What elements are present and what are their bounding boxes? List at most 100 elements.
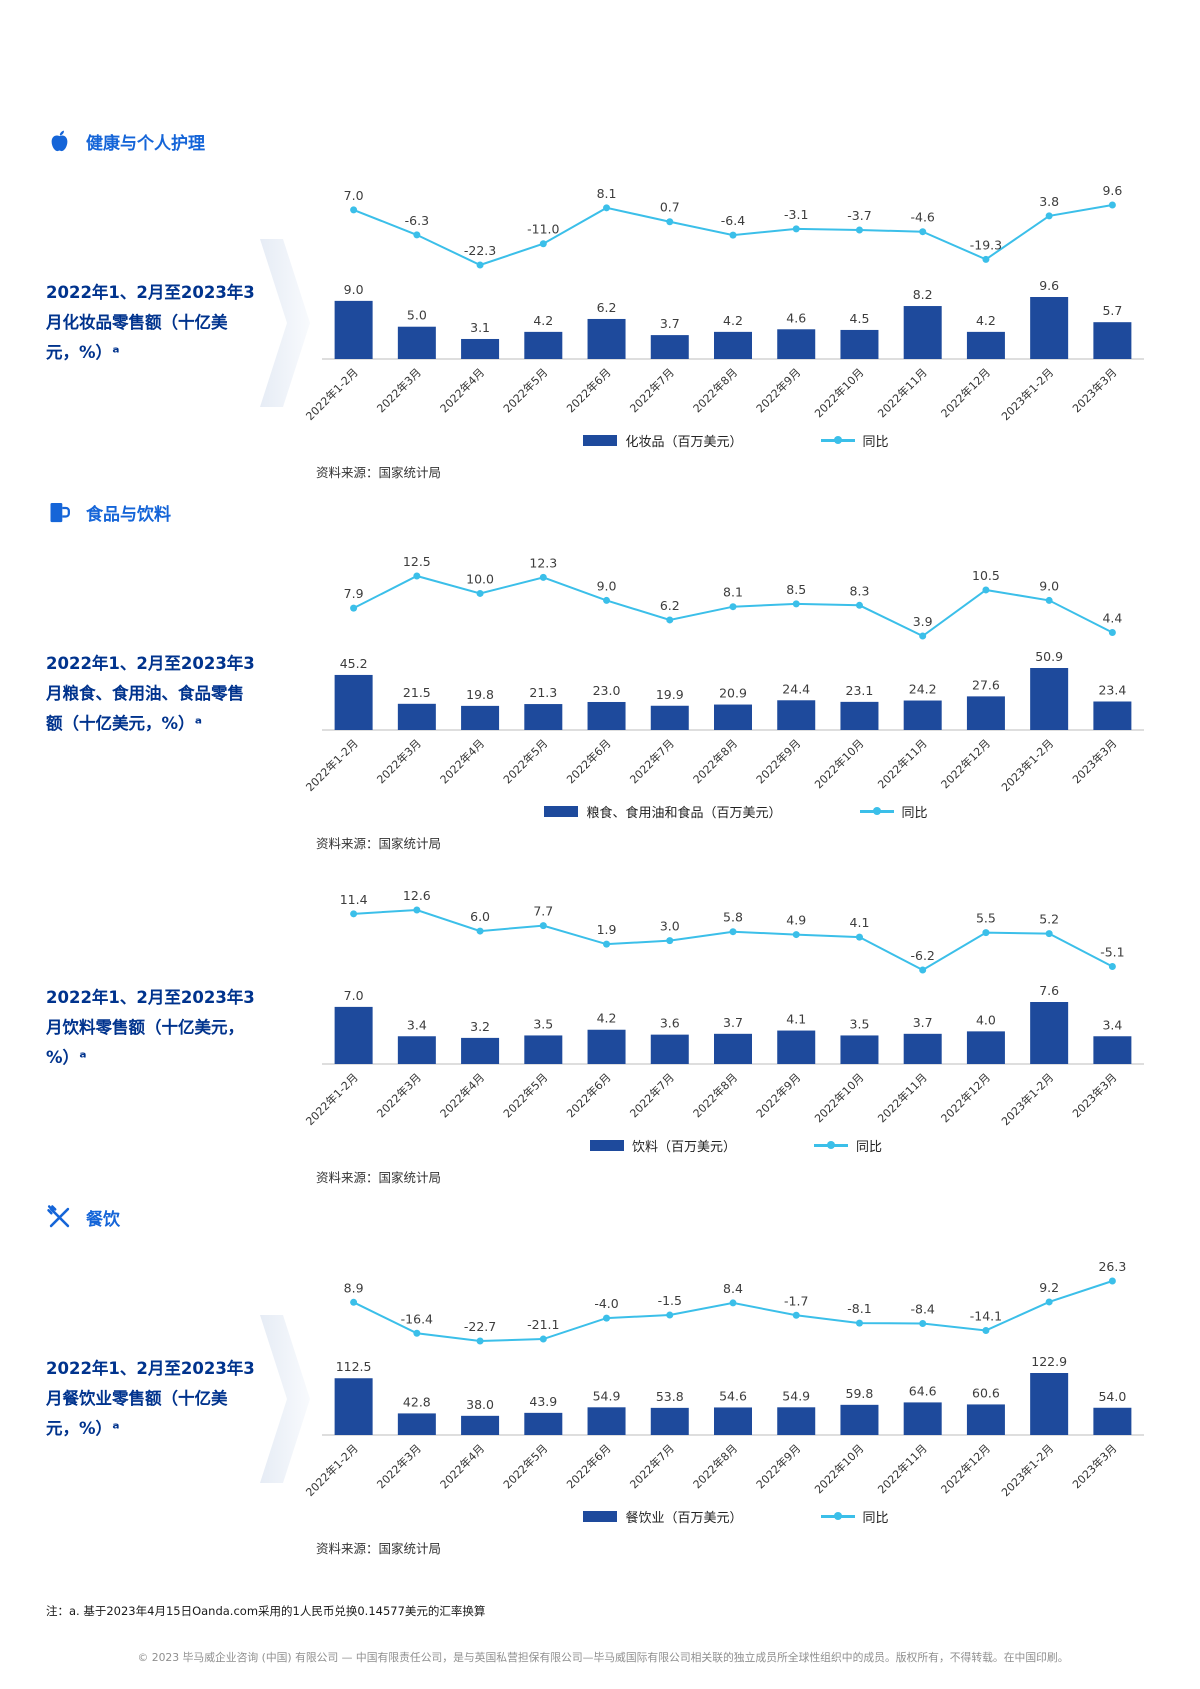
svg-text:122.9: 122.9 xyxy=(1031,1354,1067,1369)
svg-text:-6.3: -6.3 xyxy=(405,213,429,228)
svg-text:50.9: 50.9 xyxy=(1035,649,1063,664)
svg-text:-3.1: -3.1 xyxy=(784,207,808,222)
svg-text:10.0: 10.0 xyxy=(466,571,494,586)
svg-text:4.4: 4.4 xyxy=(1102,611,1122,626)
svg-text:112.5: 112.5 xyxy=(336,1359,372,1374)
svg-text:4.5: 4.5 xyxy=(850,311,870,326)
svg-text:2023年1-2月: 2023年1-2月 xyxy=(998,1441,1056,1499)
svg-text:2022年11月: 2022年11月 xyxy=(875,1070,930,1125)
legend-line-item: 同比 xyxy=(820,431,889,450)
chevron-decoration xyxy=(258,239,312,407)
svg-text:4.2: 4.2 xyxy=(723,313,743,328)
svg-text:8.3: 8.3 xyxy=(850,583,870,598)
copyright-line: © 2023 毕马威企业咨询 (中国) 有限公司 — 中国有限责任公司，是与英国… xyxy=(137,1651,1069,1664)
svg-text:5.0: 5.0 xyxy=(407,308,427,323)
svg-text:2022年7月: 2022年7月 xyxy=(627,365,677,415)
source-note: 资料来源：国家统计局 xyxy=(316,1541,442,1556)
beverage-combo-chart: 7.0 2022年1-2月 3.4 2022年3月 3.2 2022年4月 3.5 2022年… xyxy=(303,870,1154,1142)
utensils-icon xyxy=(46,1204,73,1231)
svg-text:8.5: 8.5 xyxy=(786,582,806,597)
svg-text:-21.1: -21.1 xyxy=(527,1317,559,1332)
svg-text:23.4: 23.4 xyxy=(1098,682,1126,697)
svg-text:21.3: 21.3 xyxy=(529,685,557,700)
svg-text:2022年11月: 2022年11月 xyxy=(875,1441,930,1496)
svg-text:7.7: 7.7 xyxy=(533,904,553,919)
legend-line-item: 同比 xyxy=(820,1507,889,1526)
section-header-food-beverage: 食品与饮料 xyxy=(46,499,1160,526)
svg-text:8.1: 8.1 xyxy=(597,186,617,201)
svg-text:2022年6月: 2022年6月 xyxy=(563,1441,613,1491)
svg-text:24.4: 24.4 xyxy=(782,681,810,696)
svg-text:3.9: 3.9 xyxy=(913,614,933,629)
chart-row-grain-oil-food: 2022年1、2月至2023年3月粮食、食用油、食品零售额（十亿美元，%）ᵃ 4… xyxy=(46,536,1160,852)
svg-text:2023年1-2月: 2023年1-2月 xyxy=(998,736,1056,794)
svg-text:1.9: 1.9 xyxy=(597,922,617,937)
svg-text:2022年1-2月: 2022年1-2月 xyxy=(303,1070,361,1128)
svg-text:20.9: 20.9 xyxy=(719,686,747,701)
svg-text:59.8: 59.8 xyxy=(846,1386,874,1401)
bar-swatch xyxy=(583,435,618,446)
svg-text:-5.1: -5.1 xyxy=(1100,944,1124,959)
svg-text:45.2: 45.2 xyxy=(340,656,368,671)
section-header-health: 健康与个人护理 xyxy=(46,128,1160,155)
svg-text:11.4: 11.4 xyxy=(340,892,368,907)
svg-text:2023年3月: 2023年3月 xyxy=(1069,365,1119,415)
legend-line-item: 同比 xyxy=(859,802,928,821)
chevron-decoration xyxy=(258,1315,312,1483)
svg-text:2022年12月: 2022年12月 xyxy=(938,365,993,420)
svg-text:23.1: 23.1 xyxy=(846,683,874,698)
chart-title: 2022年1、2月至2023年3月餐饮业零售额（十亿美元，%）ᵃ xyxy=(46,1359,255,1438)
svg-text:4.9: 4.9 xyxy=(786,913,806,928)
svg-text:-11.0: -11.0 xyxy=(527,222,559,237)
svg-text:2022年12月: 2022年12月 xyxy=(938,1070,993,1125)
svg-text:-22.7: -22.7 xyxy=(464,1319,496,1334)
source-note: 资料来源：国家统计局 xyxy=(316,465,442,480)
combo-chart-svg: 45.2 2022年1-2月 21.5 2022年3月 19.8 2022年4月 21.3 2… xyxy=(303,554,1144,794)
svg-text:2022年1-2月: 2022年1-2月 xyxy=(303,365,361,423)
svg-text:7.0: 7.0 xyxy=(344,188,364,203)
svg-text:2022年4月: 2022年4月 xyxy=(437,365,487,415)
svg-text:2022年11月: 2022年11月 xyxy=(875,365,930,420)
svg-text:2022年7月: 2022年7月 xyxy=(627,1441,677,1491)
legend-bar-item: 饮料（百万美元） xyxy=(589,1136,736,1155)
svg-text:2023年1-2月: 2023年1-2月 xyxy=(998,1070,1056,1128)
svg-text:2022年10月: 2022年10月 xyxy=(811,1070,866,1125)
svg-text:-8.4: -8.4 xyxy=(910,1301,934,1316)
chart-title: 2022年1、2月至2023年3月化妆品零售额（十亿美元，%）ᵃ xyxy=(46,283,255,362)
svg-text:2022年4月: 2022年4月 xyxy=(437,1441,487,1491)
chart-column: 45.2 2022年1-2月 21.5 2022年3月 19.8 2022年4月 21.3 2… xyxy=(303,536,1160,852)
svg-text:7.0: 7.0 xyxy=(344,988,364,1003)
chart-title: 2022年1、2月至2023年3月饮料零售额（十亿美元，%）ᵃ xyxy=(46,988,255,1067)
svg-text:6.0: 6.0 xyxy=(470,909,490,924)
svg-text:5.8: 5.8 xyxy=(723,910,743,925)
svg-text:8.2: 8.2 xyxy=(913,287,933,302)
svg-text:26.3: 26.3 xyxy=(1098,1259,1126,1274)
svg-text:2022年12月: 2022年12月 xyxy=(938,736,993,791)
svg-text:5.7: 5.7 xyxy=(1102,303,1122,318)
chart-column: 9.0 2022年1-2月 5.0 2022年3月 3.1 2022年4月 4.2 2022年… xyxy=(303,165,1160,481)
svg-text:4.1: 4.1 xyxy=(850,915,870,930)
beverage-icon xyxy=(46,499,73,526)
svg-text:9.0: 9.0 xyxy=(344,282,364,297)
svg-text:38.0: 38.0 xyxy=(466,1397,494,1412)
svg-text:3.4: 3.4 xyxy=(1102,1017,1122,1032)
svg-text:2022年4月: 2022年4月 xyxy=(437,736,487,786)
svg-text:24.2: 24.2 xyxy=(909,682,937,697)
chart-legend: 化妆品（百万美元） 同比 xyxy=(312,431,1160,450)
grain-oil-food-combo-chart: 45.2 2022年1-2月 21.5 2022年3月 19.8 2022年4月 21.3 2… xyxy=(303,536,1154,808)
svg-text:2022年7月: 2022年7月 xyxy=(627,736,677,786)
bar-swatch xyxy=(544,806,579,817)
svg-text:23.0: 23.0 xyxy=(593,683,621,698)
svg-text:2022年5月: 2022年5月 xyxy=(500,736,550,786)
svg-text:-4.0: -4.0 xyxy=(594,1296,618,1311)
line-swatch xyxy=(859,807,894,815)
svg-text:4.6: 4.6 xyxy=(786,310,806,325)
svg-text:4.2: 4.2 xyxy=(533,313,553,328)
svg-text:43.9: 43.9 xyxy=(529,1394,557,1409)
source-note: 资料来源：国家统计局 xyxy=(316,836,442,851)
svg-text:2022年5月: 2022年5月 xyxy=(500,1441,550,1491)
svg-text:2022年8月: 2022年8月 xyxy=(690,1441,740,1491)
svg-text:54.9: 54.9 xyxy=(593,1388,621,1403)
svg-text:10.5: 10.5 xyxy=(972,568,1000,583)
